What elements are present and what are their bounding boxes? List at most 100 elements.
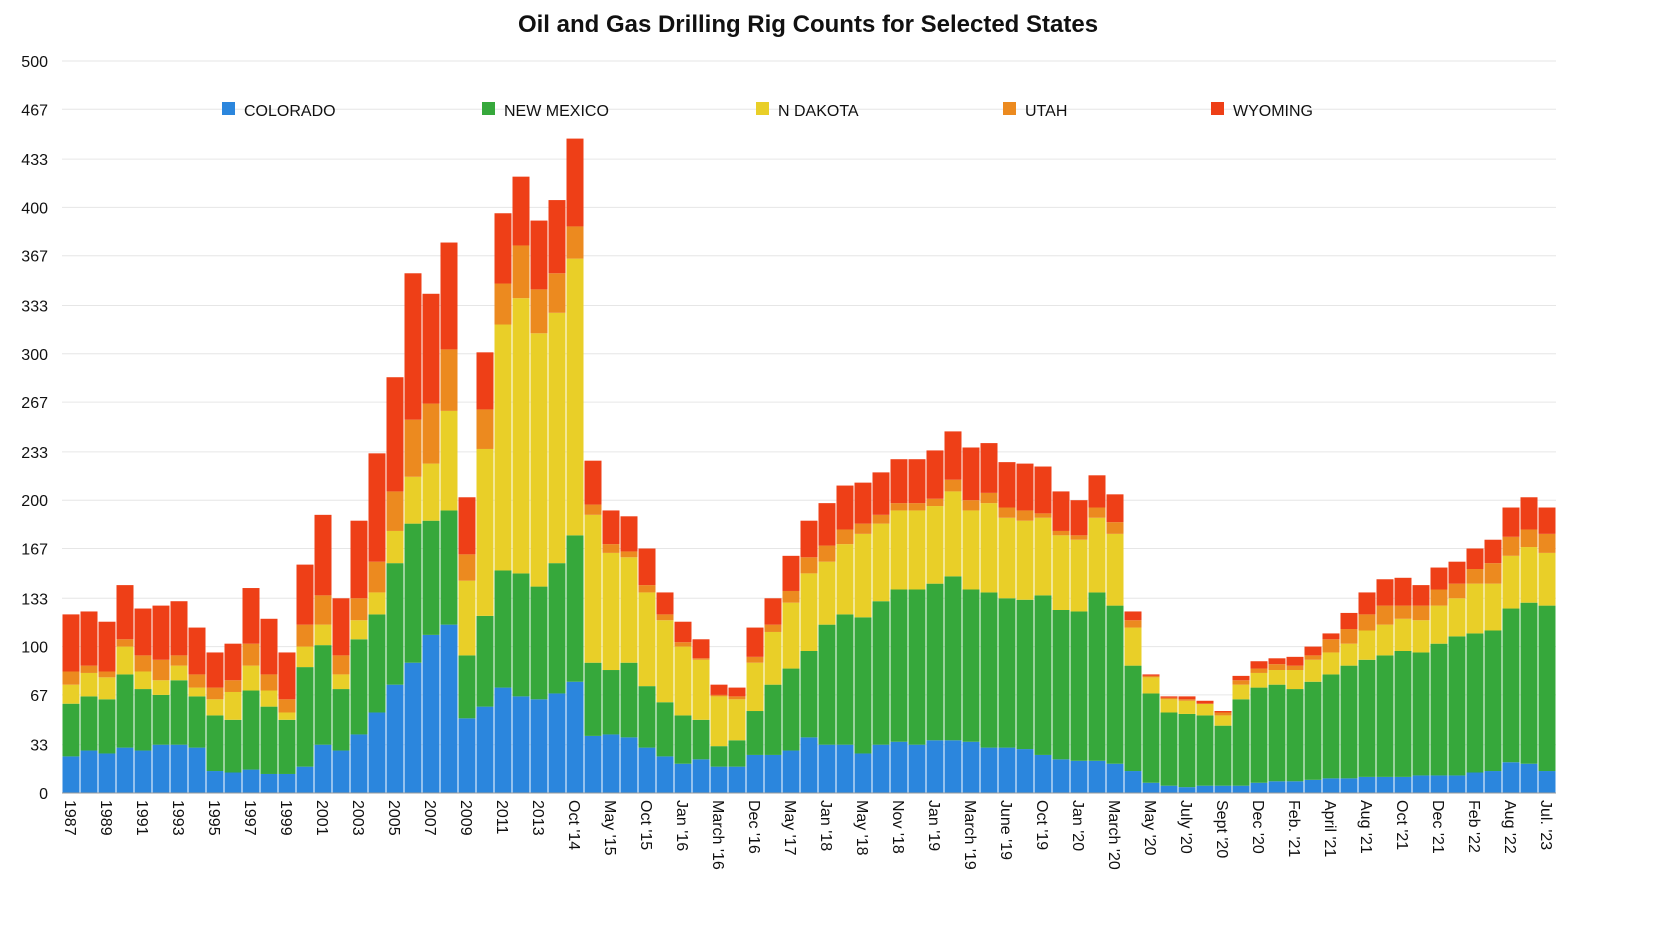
bar-segment <box>260 690 278 707</box>
bar-segment <box>1070 611 1088 761</box>
bar-segment <box>494 213 512 284</box>
bar-segment <box>116 747 134 793</box>
bar-segment <box>332 750 350 793</box>
bar-segment <box>962 447 980 501</box>
bar-segment <box>98 753 116 793</box>
bar-segment <box>1178 713 1196 788</box>
bar-segment <box>386 530 404 564</box>
bar-segment <box>1412 775 1430 793</box>
bar-segment <box>1106 533 1124 606</box>
bar-segment <box>620 516 638 552</box>
bar-segment <box>1520 529 1538 548</box>
x-tick-label: May '18 <box>853 800 870 856</box>
bar-segment <box>566 258 584 536</box>
bar-segment <box>710 694 728 697</box>
bar-segment <box>1106 494 1124 523</box>
bar-segment <box>1520 547 1538 603</box>
bar-segment <box>764 624 782 632</box>
bar-segment <box>638 747 656 793</box>
bar-segment <box>728 740 746 767</box>
bar-segment <box>674 621 692 643</box>
bar-segment <box>836 529 854 545</box>
y-tick-label: 267 <box>21 395 48 412</box>
x-tick-label: Oct '19 <box>1033 800 1050 850</box>
bar-segment <box>170 601 188 656</box>
bar-segment <box>620 557 638 663</box>
bar-segment <box>944 576 962 741</box>
bar-segment <box>1034 595 1052 755</box>
bar-segment <box>404 476 422 524</box>
bar-segment <box>710 696 728 747</box>
bar-segment <box>1052 535 1070 610</box>
bar-segment <box>1304 655 1322 660</box>
bar-segment <box>1484 771 1502 793</box>
bar-segment <box>1286 781 1304 793</box>
bar-segment <box>512 245 530 299</box>
bar-segment <box>1268 684 1286 782</box>
bar-segment <box>1286 670 1304 690</box>
bar-segment <box>890 503 908 511</box>
bar-segment <box>638 686 656 748</box>
bar-segment <box>242 665 260 691</box>
bar-segment <box>908 744 926 793</box>
legend-swatch <box>222 102 235 115</box>
bar-segment <box>1412 652 1430 776</box>
bar-segment <box>782 590 800 603</box>
bar-segment <box>1034 754 1052 793</box>
bar-segment <box>1052 759 1070 793</box>
bar-segment <box>1304 646 1322 656</box>
bar-segment <box>1520 763 1538 793</box>
x-tick-label: May '17 <box>781 800 798 856</box>
bar-segment <box>800 520 818 558</box>
bar-segment <box>188 687 206 697</box>
bar-segment <box>1088 592 1106 761</box>
legend-label: WYOMING <box>1233 103 1313 120</box>
y-tick-label: 467 <box>21 102 48 119</box>
bar-segment <box>1484 539 1502 564</box>
bar-segment <box>1520 497 1538 530</box>
bar-segment <box>296 646 314 668</box>
x-tick-label: July '20 <box>1177 800 1194 854</box>
bar-segment <box>1394 776 1412 793</box>
x-tick-label: Dec '16 <box>745 800 762 854</box>
bar-segment <box>692 658 710 660</box>
bar-segment <box>368 712 386 793</box>
bar-segment <box>1394 577 1412 606</box>
bar-segment <box>890 510 908 590</box>
bar-segment <box>1502 555 1520 609</box>
bar-segment <box>1016 510 1034 521</box>
bar-segment <box>1340 612 1358 630</box>
bar-segment <box>674 646 692 716</box>
bar-segment <box>170 680 188 745</box>
bar-segment <box>1106 605 1124 764</box>
bar-segment <box>440 410 458 511</box>
bar-segment <box>512 573 530 697</box>
bar-segment <box>1070 760 1088 793</box>
bar-segment <box>458 718 476 793</box>
bar-segment <box>188 696 206 748</box>
bar-segment <box>800 737 818 793</box>
bar-segment <box>1376 776 1394 793</box>
bar-segment <box>188 627 206 675</box>
x-tick-label: Feb '22 <box>1465 800 1482 853</box>
bar-segment <box>440 349 458 411</box>
bar-segment <box>368 561 386 593</box>
bar-segment <box>134 655 152 672</box>
bar-segment <box>530 333 548 587</box>
bar-segment <box>1124 665 1142 772</box>
x-tick-label: 2009 <box>457 800 474 836</box>
bar-segment <box>1466 569 1484 584</box>
bar-segment <box>926 450 944 499</box>
bar-segment <box>1052 530 1070 536</box>
bar-segment <box>152 605 170 660</box>
bar-segment <box>800 557 818 574</box>
bar-segment <box>332 674 350 690</box>
bar-segment <box>602 510 620 545</box>
bar-segment <box>404 523 422 663</box>
bar-segment <box>746 711 764 755</box>
bar-segment <box>458 554 476 581</box>
bar-segment <box>854 617 872 754</box>
bar-segment <box>1448 561 1466 584</box>
x-tick-label: April '21 <box>1321 800 1338 857</box>
bar-segment <box>1196 715 1214 786</box>
